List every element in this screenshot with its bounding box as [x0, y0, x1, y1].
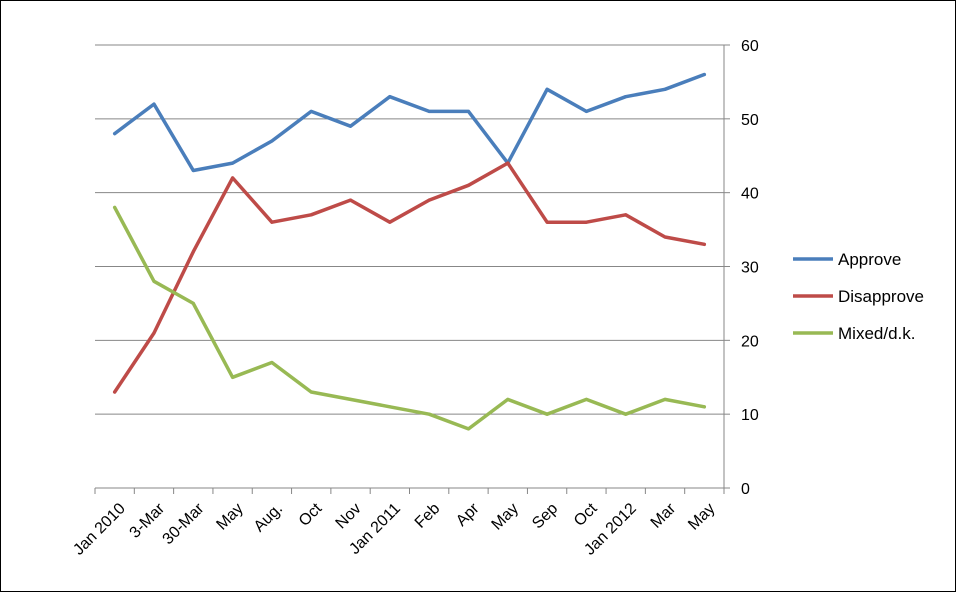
- legend-label: Mixed/d.k.: [838, 324, 915, 343]
- data-point: [663, 87, 667, 91]
- data-point: [545, 87, 549, 91]
- series-lines: [112, 72, 707, 431]
- x-tick-label: Oct: [571, 500, 601, 530]
- data-point: [427, 109, 431, 113]
- x-tick-label: Sep: [529, 500, 561, 532]
- series-line-disapprove: [112, 161, 707, 394]
- data-point: [231, 375, 235, 379]
- data-point: [388, 405, 392, 409]
- data-point: [191, 301, 195, 305]
- data-point: [506, 397, 510, 401]
- y-tick-label: 20: [741, 333, 759, 350]
- x-tick-label: Aug.: [251, 500, 286, 535]
- data-point: [624, 95, 628, 99]
- series-line-approve: [112, 72, 707, 173]
- x-tick-label: May: [489, 500, 522, 533]
- data-point: [584, 109, 588, 113]
- data-point: [231, 161, 235, 165]
- data-point: [466, 109, 470, 113]
- data-point: [349, 198, 353, 202]
- data-point: [113, 205, 117, 209]
- data-point: [388, 95, 392, 99]
- x-tick-label: Feb: [412, 500, 444, 532]
- data-point: [702, 242, 706, 246]
- data-point: [152, 331, 156, 335]
- data-point: [624, 213, 628, 217]
- data-point: [506, 161, 510, 165]
- x-tick-label: May: [213, 500, 246, 533]
- data-point: [624, 412, 628, 416]
- y-tick-label: 40: [741, 186, 759, 203]
- data-point: [231, 176, 235, 180]
- data-point: [113, 132, 117, 136]
- x-tick-label: Mar: [648, 500, 680, 532]
- x-tick-label: Apr: [453, 500, 483, 530]
- data-point: [427, 412, 431, 416]
- y-tick-label: 0: [741, 481, 750, 498]
- data-point: [309, 213, 313, 217]
- data-point: [349, 124, 353, 128]
- x-tick-label: May: [685, 500, 718, 533]
- data-point: [427, 198, 431, 202]
- data-point: [349, 397, 353, 401]
- data-point: [466, 427, 470, 431]
- data-point: [584, 397, 588, 401]
- data-point: [702, 405, 706, 409]
- data-point: [545, 220, 549, 224]
- legend-label: Approve: [838, 250, 901, 269]
- legend-label: Disapprove: [838, 287, 924, 306]
- data-point: [191, 250, 195, 254]
- series-line-mixed-d-k: [112, 205, 707, 431]
- gridlines: [95, 44, 724, 415]
- data-point: [309, 390, 313, 394]
- data-point: [270, 139, 274, 143]
- data-point: [152, 102, 156, 106]
- data-point: [191, 169, 195, 173]
- y-tick-label: 10: [741, 407, 759, 424]
- y-tick-label: 30: [741, 260, 759, 277]
- data-point: [270, 220, 274, 224]
- data-point: [663, 397, 667, 401]
- data-point: [309, 109, 313, 113]
- data-point: [702, 73, 706, 77]
- data-point: [663, 235, 667, 239]
- y-tick-label: 50: [741, 112, 759, 129]
- data-point: [388, 220, 392, 224]
- x-tick-label: Jan 2010: [70, 500, 129, 559]
- legend: Approve Disapprove Mixed/d.k.: [793, 250, 924, 343]
- x-tick-label: Oct: [296, 500, 326, 530]
- x-tick-label: 30-Mar: [160, 500, 208, 548]
- data-point: [545, 412, 549, 416]
- data-point: [152, 279, 156, 283]
- x-tick-label: Nov: [333, 500, 365, 532]
- data-point: [270, 360, 274, 364]
- y-tick-label: 60: [741, 38, 759, 55]
- data-point: [466, 183, 470, 187]
- data-point: [113, 390, 117, 394]
- data-point: [584, 220, 588, 224]
